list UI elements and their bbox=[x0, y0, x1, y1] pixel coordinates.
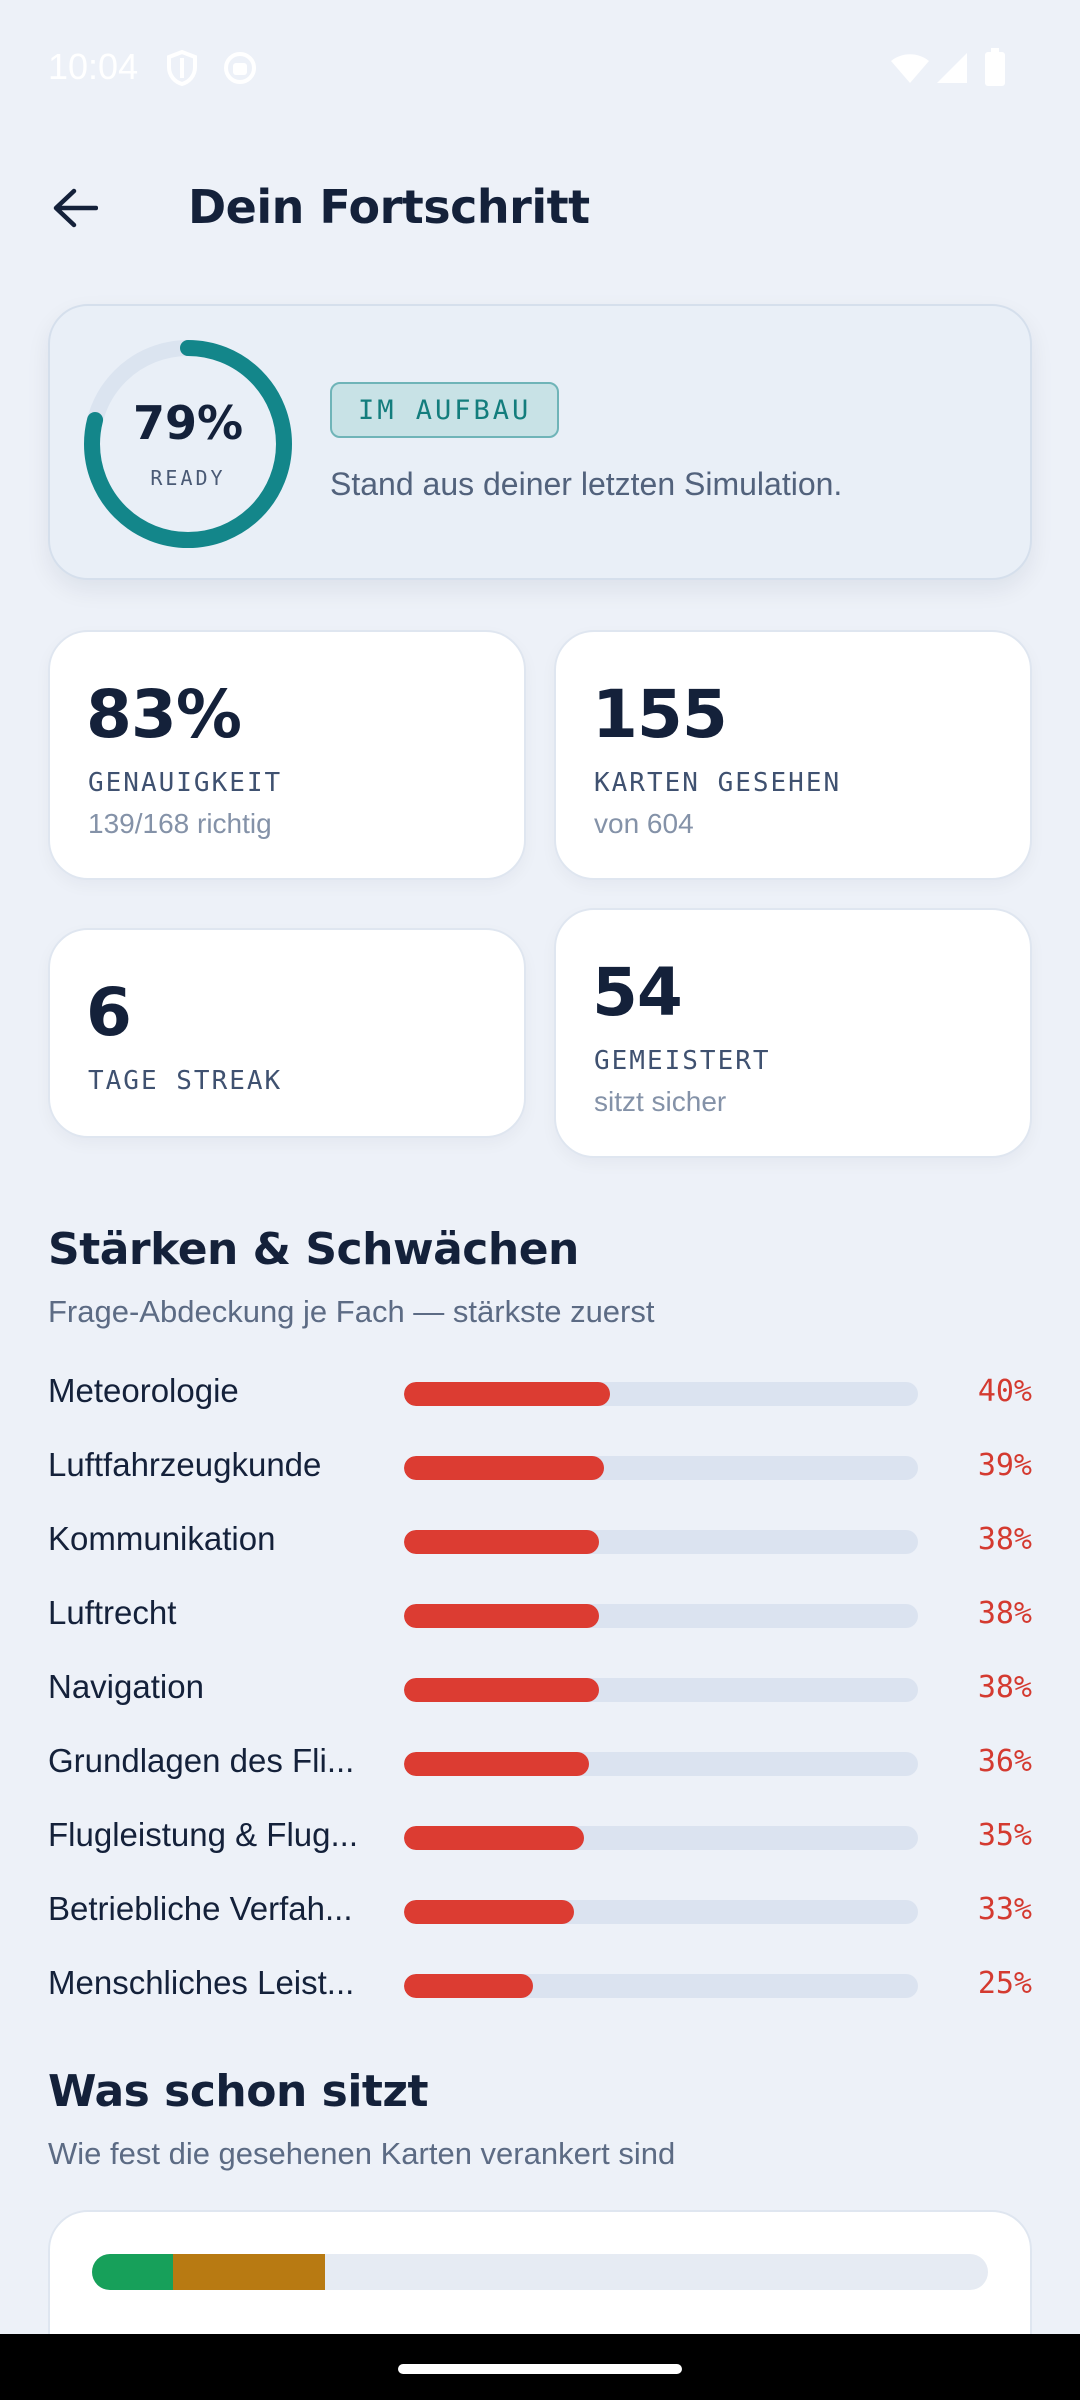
subject-percent: 38% bbox=[977, 1670, 1032, 1705]
readiness-card: 79% READY IM AUFBAU Stand aus deiner let… bbox=[48, 304, 1032, 580]
subject-name: Meteorologie bbox=[48, 1372, 239, 1409]
subject-bar-track bbox=[404, 1456, 918, 1480]
mastery-title: Was schon sitzt bbox=[48, 2066, 429, 2117]
subject-bar-track bbox=[404, 1974, 918, 1998]
mastered-label: GEMEISTERT bbox=[594, 1046, 771, 1076]
subject-percent: 38% bbox=[977, 1522, 1032, 1557]
subject-bar-track bbox=[404, 1900, 918, 1924]
subject-name: Grundlagen des Fli... bbox=[48, 1742, 355, 1779]
readiness-ring: 79% READY bbox=[82, 338, 294, 550]
subject-bar-track bbox=[404, 1530, 918, 1554]
streak-value: 6 bbox=[86, 974, 132, 1051]
mastered-card: 54 GEMEISTERT sitzt sicher bbox=[554, 908, 1032, 1158]
subject-bar-track bbox=[404, 1604, 918, 1628]
readiness-value: 79% bbox=[132, 396, 244, 450]
accuracy-card: 83% GENAUIGKEIT 139/168 richtig bbox=[48, 630, 526, 880]
arrow-left-icon bbox=[52, 188, 99, 233]
subject-bar-fill bbox=[404, 1826, 584, 1850]
subject-row: Kommunikation 38% bbox=[48, 1514, 1032, 1564]
subject-bar-fill bbox=[404, 1604, 600, 1628]
subject-bar-fill bbox=[404, 1752, 590, 1776]
accuracy-value: 83% bbox=[86, 676, 242, 753]
subject-row: Menschliches Leist... 25% bbox=[48, 1958, 1032, 2008]
subject-percent: 39% bbox=[977, 1448, 1032, 1483]
subject-percent: 40% bbox=[977, 1374, 1032, 1409]
accuracy-sub: 139/168 richtig bbox=[88, 808, 272, 839]
subject-row: Luftfahrzeugkunde 39% bbox=[48, 1440, 1032, 1490]
subject-row: Betriebliche Verfah... 33% bbox=[48, 1884, 1032, 1934]
system-nav-bar bbox=[0, 2334, 1080, 2400]
status-badge: IM AUFBAU bbox=[330, 382, 560, 438]
subject-bar-fill bbox=[404, 1382, 610, 1406]
accuracy-label: GENAUIGKEIT bbox=[88, 768, 283, 798]
readiness-subtitle: Stand aus deiner letzten Simulation. bbox=[330, 466, 843, 502]
subject-percent: 25% bbox=[977, 1966, 1032, 2001]
subject-bar-track bbox=[404, 1382, 918, 1406]
mastery-segment-mastered bbox=[92, 2254, 173, 2290]
subject-name: Flugleistung & Flug... bbox=[48, 1816, 358, 1853]
strengths-title: Stärken & Schwächen bbox=[48, 1224, 579, 1275]
app-icon bbox=[222, 50, 258, 91]
subject-bar-track bbox=[404, 1678, 918, 1702]
subject-name: Luftrecht bbox=[48, 1594, 177, 1631]
strengths-subtitle: Frage-Abdeckung je Fach — stärkste zuers… bbox=[48, 1294, 655, 1329]
subject-name: Luftfahrzeugkunde bbox=[48, 1446, 322, 1483]
back-button[interactable] bbox=[40, 175, 110, 245]
subject-row: Navigation 38% bbox=[48, 1662, 1032, 1712]
subject-bar-track bbox=[404, 1752, 918, 1776]
subject-row: Luftrecht 38% bbox=[48, 1588, 1032, 1638]
subject-percent: 33% bbox=[977, 1892, 1032, 1927]
subject-percent: 36% bbox=[977, 1744, 1032, 1779]
cards-seen-card: 155 KARTEN GESEHEN von 604 bbox=[554, 630, 1032, 880]
page-title: Dein Fortschritt bbox=[188, 180, 590, 234]
signal-icon bbox=[936, 52, 968, 89]
subject-row: Meteorologie 40% bbox=[48, 1366, 1032, 1416]
subject-bar-fill bbox=[404, 1678, 600, 1702]
streak-label: TAGE STREAK bbox=[88, 1066, 283, 1096]
home-gesture-handle[interactable] bbox=[398, 2364, 682, 2374]
subject-name: Navigation bbox=[48, 1668, 204, 1705]
battery-icon bbox=[985, 48, 1005, 91]
app-bar: Dein Fortschritt bbox=[0, 150, 1080, 270]
subject-name: Betriebliche Verfah... bbox=[48, 1890, 353, 1927]
mastery-subtitle: Wie fest die gesehenen Karten verankert … bbox=[48, 2136, 676, 2171]
mastery-segment-learning bbox=[172, 2254, 325, 2290]
cards-seen-label: KARTEN GESEHEN bbox=[594, 768, 842, 798]
mastered-sub: sitzt sicher bbox=[594, 1086, 727, 1117]
subject-percent: 35% bbox=[977, 1818, 1032, 1853]
subject-name: Kommunikation bbox=[48, 1520, 276, 1557]
mastered-value: 54 bbox=[592, 954, 683, 1031]
shield-icon bbox=[166, 49, 198, 91]
status-bar: 10:04 bbox=[0, 0, 1080, 130]
subject-bar-fill bbox=[404, 1456, 605, 1480]
wifi-icon bbox=[890, 52, 930, 89]
cards-seen-sub: von 604 bbox=[594, 808, 694, 839]
mastery-bar bbox=[92, 2254, 988, 2290]
subject-bar-fill bbox=[404, 1974, 533, 1998]
subject-row: Grundlagen des Fli... 36% bbox=[48, 1736, 1032, 1786]
readiness-label: READY bbox=[150, 466, 226, 490]
subject-name: Menschliches Leist... bbox=[48, 1964, 355, 2001]
status-time: 10:04 bbox=[48, 46, 139, 87]
subject-row: Flugleistung & Flug... 35% bbox=[48, 1810, 1032, 1860]
subject-bar-fill bbox=[404, 1900, 574, 1924]
readiness-ring-progress bbox=[84, 340, 292, 548]
streak-card: 6 TAGE STREAK bbox=[48, 928, 526, 1138]
cards-seen-value: 155 bbox=[592, 676, 728, 753]
subject-percent: 38% bbox=[977, 1596, 1032, 1631]
subject-bar-fill bbox=[404, 1530, 600, 1554]
subject-bar-track bbox=[404, 1826, 918, 1850]
